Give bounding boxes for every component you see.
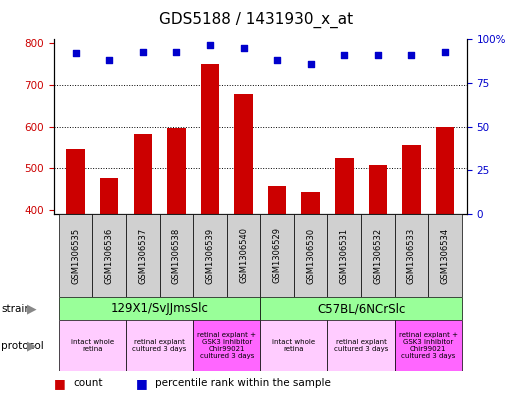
Text: GSM1306540: GSM1306540	[239, 228, 248, 283]
Point	[441, 48, 449, 55]
Text: GSM1306533: GSM1306533	[407, 227, 416, 284]
Bar	[261, 297, 462, 320]
Text: count: count	[73, 378, 103, 388]
Point	[172, 48, 181, 55]
Point	[105, 57, 113, 63]
Bar	[361, 214, 394, 297]
Point	[206, 41, 214, 48]
Text: GSM1306529: GSM1306529	[272, 228, 282, 283]
Text: ■: ■	[136, 376, 148, 390]
Bar	[428, 214, 462, 297]
Bar	[160, 214, 193, 297]
Bar	[100, 178, 119, 376]
Text: retinal explant +
GSK3 inhibitor
Chir99021
cultured 3 days: retinal explant + GSK3 inhibitor Chir990…	[399, 332, 458, 359]
Bar	[261, 214, 294, 297]
Point	[340, 52, 348, 58]
Bar	[294, 214, 327, 297]
Text: intact whole
retina: intact whole retina	[272, 339, 315, 353]
Bar	[59, 320, 126, 371]
Bar	[193, 320, 261, 371]
Text: 129X1/SvJJmsSlc: 129X1/SvJJmsSlc	[111, 302, 209, 315]
Bar	[394, 214, 428, 297]
Point	[240, 45, 248, 51]
Text: ■: ■	[54, 376, 66, 390]
Text: GSM1306532: GSM1306532	[373, 228, 382, 283]
Bar	[327, 214, 361, 297]
Bar	[167, 128, 186, 376]
Text: retinal explant
cultured 3 days: retinal explant cultured 3 days	[334, 339, 388, 353]
Text: C57BL/6NCrSlc: C57BL/6NCrSlc	[317, 302, 405, 315]
Text: GSM1306531: GSM1306531	[340, 228, 349, 283]
Point	[139, 48, 147, 55]
Bar	[335, 158, 353, 376]
Bar	[436, 127, 454, 376]
Text: intact whole
retina: intact whole retina	[71, 339, 114, 353]
Point	[307, 61, 315, 67]
Text: retinal explant +
GSK3 inhibitor
Chir99021
cultured 3 days: retinal explant + GSK3 inhibitor Chir990…	[198, 332, 256, 359]
Bar	[133, 134, 152, 376]
Bar	[67, 149, 85, 376]
Bar	[394, 320, 462, 371]
Text: GSM1306530: GSM1306530	[306, 228, 315, 283]
Bar	[126, 320, 193, 371]
Bar	[369, 165, 387, 376]
Bar	[59, 214, 92, 297]
Bar	[227, 214, 261, 297]
Text: retinal explant
cultured 3 days: retinal explant cultured 3 days	[132, 339, 187, 353]
Text: GSM1306538: GSM1306538	[172, 227, 181, 284]
Text: percentile rank within the sample: percentile rank within the sample	[155, 378, 331, 388]
Text: GSM1306534: GSM1306534	[441, 228, 449, 283]
Bar	[261, 320, 327, 371]
Bar	[126, 214, 160, 297]
Text: GSM1306535: GSM1306535	[71, 228, 80, 283]
Bar	[193, 214, 227, 297]
Bar	[268, 186, 286, 376]
Point	[72, 50, 80, 57]
Text: strain: strain	[1, 303, 31, 314]
Text: protocol: protocol	[1, 341, 44, 351]
Bar	[302, 192, 320, 376]
Bar	[92, 214, 126, 297]
Text: ▶: ▶	[27, 302, 36, 315]
Text: GDS5188 / 1431930_x_at: GDS5188 / 1431930_x_at	[160, 12, 353, 28]
Bar	[327, 320, 394, 371]
Bar	[402, 145, 421, 376]
Point	[273, 57, 281, 63]
Text: GSM1306539: GSM1306539	[206, 228, 214, 283]
Text: GSM1306537: GSM1306537	[139, 227, 147, 284]
Bar	[59, 297, 261, 320]
Bar	[201, 64, 219, 376]
Text: GSM1306536: GSM1306536	[105, 227, 114, 284]
Point	[374, 52, 382, 58]
Bar	[234, 94, 253, 376]
Point	[407, 52, 416, 58]
Text: ▶: ▶	[27, 339, 36, 353]
